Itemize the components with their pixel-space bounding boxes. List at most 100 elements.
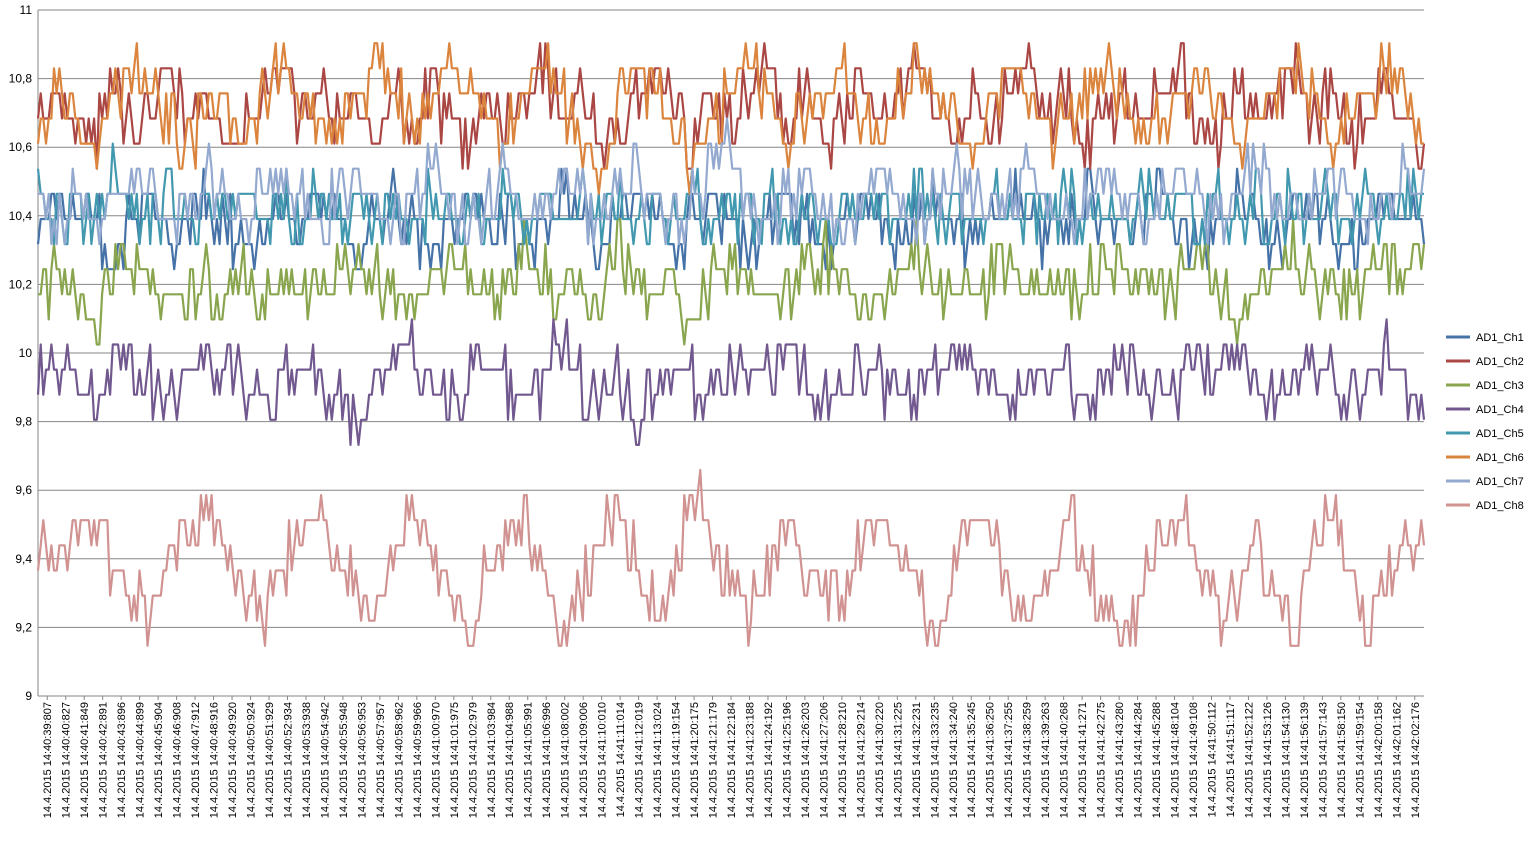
series-line-ad1_ch7 — [38, 117, 1426, 246]
x-tick-label: 14.4.2015 14:41:54:130 — [1280, 702, 1292, 818]
x-tick-label: 14.4.2015 14:41:04:988 — [504, 702, 516, 818]
x-tick-label: 14.4.2015 14:41:36:250 — [985, 702, 997, 818]
series-line-ad1_ch4 — [36, 318, 1426, 446]
plot-area — [36, 42, 1426, 647]
x-tick-label: 14.4.2015 14:42:02:176 — [1410, 702, 1422, 818]
x-tick-label: 14.4.2015 14:40:58:962 — [393, 702, 405, 818]
x-tick-label: 14.4.2015 14:40:43:896 — [116, 702, 128, 818]
x-tick-label: 14.4.2015 14:41:25:196 — [781, 702, 793, 818]
legend-label: AD1_Ch7 — [1476, 476, 1524, 488]
x-tick-label: 14.4.2015 14:40:59:966 — [412, 702, 424, 818]
x-tick-label: 14.4.2015 14:41:51:117 — [1225, 702, 1237, 817]
legend-label: AD1_Ch5 — [1476, 428, 1524, 440]
x-tick-label: 14.4.2015 14:40:57:957 — [375, 702, 387, 818]
x-tick-label: 14.4.2015 14:41:49:108 — [1188, 702, 1200, 818]
x-tick-label: 14.4.2015 14:41:24:192 — [763, 702, 775, 818]
x-tick-label: 14.4.2015 14:41:52:122 — [1243, 702, 1255, 818]
legend-label: AD1_Ch6 — [1476, 452, 1524, 464]
x-tick-label: 14.4.2015 14:41:00:970 — [430, 702, 442, 818]
legend: AD1_Ch1 AD1_Ch2 AD1_Ch3 AD1_Ch4 AD1_Ch5 AD1_C… — [1446, 332, 1524, 512]
x-tick-label: 14.4.2015 14:40:48:916 — [209, 702, 221, 818]
x-tick-label: 14.4.2015 14:41:10:010 — [597, 702, 609, 818]
x-tick-label: 14.4.2015 14:40:51:929 — [264, 702, 276, 818]
x-tick-label: 14.4.2015 14:41:38:259 — [1022, 702, 1034, 818]
x-tick-label: 14.4.2015 14:41:56:139 — [1299, 702, 1311, 818]
x-tick-label: 14.4.2015 14:41:50:112 — [1206, 702, 1218, 817]
x-tick-label: 14.4.2015 14:41:11:014 — [615, 702, 627, 817]
x-tick-label: 14.4.2015 14:41:02:979 — [467, 702, 479, 818]
x-tick-label: 14.4.2015 14:41:33:235 — [929, 702, 941, 818]
y-tick-label: 10,8 — [9, 72, 33, 86]
x-tick-label: 14.4.2015 14:40:47:912 — [190, 702, 202, 818]
x-tick-label: 14.4.2015 14:40:40:827 — [61, 702, 73, 818]
x-tick-label: 14.4.2015 14:40:49:920 — [227, 702, 239, 818]
x-tick-label: 14.4.2015 14:41:35:245 — [966, 702, 978, 818]
x-tick-label: 14.4.2015 14:41:41:271 — [1077, 702, 1089, 818]
x-tick-label: 14.4.2015 14:40:53:938 — [301, 702, 313, 818]
y-tick-label: 9,4 — [15, 552, 32, 566]
series-line-ad1_ch5 — [36, 142, 1424, 246]
x-tick-label: 14.4.2015 14:41:22:184 — [726, 702, 738, 818]
series-line-ad1_ch8 — [36, 468, 1426, 647]
x-tick-label: 14.4.2015 14:40:46:908 — [172, 702, 184, 818]
x-tick-label: 14.4.2015 14:41:23:188 — [744, 702, 756, 818]
series-line-ad1_ch6 — [36, 42, 1424, 195]
x-tick-label: 14.4.2015 14:41:34:240 — [948, 702, 960, 818]
legend-label: AD1_Ch4 — [1476, 404, 1524, 416]
x-tick-label: 14.4.2015 14:41:20:175 — [689, 702, 701, 818]
x-tick-label: 14.4.2015 14:41:42:275 — [1096, 702, 1108, 818]
x-tick-label: 14.4.2015 14:40:50:924 — [246, 702, 258, 818]
x-tick-label: 14.4.2015 14:41:01:975 — [449, 702, 461, 818]
x-tick-label: 14.4.2015 14:40:55:948 — [338, 702, 350, 818]
y-tick-label: 9,8 — [15, 415, 32, 429]
x-tick-label: 14.4.2015 14:41:30:220 — [874, 702, 886, 818]
x-tick-label: 14.4.2015 14:41:59:154 — [1354, 702, 1366, 818]
x-tick-label: 14.4.2015 14:41:06:996 — [541, 702, 553, 818]
x-tick-label: 14.4.2015 14:41:26:203 — [800, 702, 812, 818]
x-tick-label: 14.4.2015 14:41:39:263 — [1040, 702, 1052, 818]
x-tick-label: 14.4.2015 14:41:40:268 — [1059, 702, 1071, 818]
y-tick-label: 9 — [25, 689, 32, 703]
x-tick-label: 14.4.2015 14:41:09:006 — [578, 702, 590, 818]
x-tick-label: 14.4.2015 14:40:42:891 — [98, 702, 110, 818]
y-axis: 9 9,2 9,4 9,6 9,8 10 10,2 10,4 10,6 10,8 11 — [9, 3, 39, 703]
x-tick-label: 14.4.2015 14:41:03:984 — [486, 702, 498, 818]
x-tick-label: 14.4.2015 14:41:58:150 — [1336, 702, 1348, 818]
legend-label: AD1_Ch8 — [1476, 500, 1524, 512]
x-tick-label: 14.4.2015 14:41:05:991 — [523, 702, 535, 818]
x-axis: 14.4.2015 14:40:39:807 14.4.2015 14:40:40… — [38, 695, 1424, 818]
x-tick-label: 14.4.2015 14:40:52:934 — [282, 702, 294, 818]
x-tick-label: 14.4.2015 14:41:29:214 — [855, 702, 867, 818]
y-tick-label: 9,6 — [15, 483, 32, 497]
y-tick-label: 11 — [20, 3, 33, 17]
x-tick-label: 14.4.2015 14:40:41:849 — [79, 702, 91, 818]
y-tick-label: 10,4 — [9, 209, 33, 223]
x-tick-label: 14.4.2015 14:41:12:019 — [634, 702, 646, 818]
y-tick-label: 9,2 — [15, 620, 32, 634]
y-tick-label: 10,6 — [9, 140, 33, 154]
series-line-ad1_ch3 — [38, 217, 1426, 346]
legend-label: AD1_Ch1 — [1476, 332, 1524, 344]
x-tick-label: 14.4.2015 14:41:21:179 — [708, 702, 720, 818]
x-tick-label: 14.4.2015 14:41:27:206 — [818, 702, 830, 818]
x-tick-label: 14.4.2015 14:41:44:284 — [1133, 702, 1145, 818]
x-tick-label: 14.4.2015 14:41:57:143 — [1317, 702, 1329, 818]
x-tick-label: 14.4.2015 14:41:43:280 — [1114, 702, 1126, 818]
x-tick-label: 14.4.2015 14:40:39:807 — [42, 702, 54, 818]
series-line-ad1_ch2 — [36, 42, 1426, 170]
x-tick-label: 14.4.2015 14:42:01:162 — [1391, 702, 1403, 818]
x-tick-label: 14.4.2015 14:41:19:154 — [671, 702, 683, 818]
x-tick-label: 14.4.2015 14:41:53:126 — [1262, 702, 1274, 818]
legend-label: AD1_Ch3 — [1476, 380, 1524, 392]
x-tick-label: 14.4.2015 14:41:32:231 — [911, 702, 923, 818]
x-tick-label: 14.4.2015 14:40:54:942 — [319, 702, 331, 818]
x-tick-label: 14.4.2015 14:41:08:002 — [560, 702, 572, 818]
x-tick-label: 14.4.2015 14:40:56:953 — [356, 702, 368, 818]
y-tick-label: 10 — [19, 346, 33, 360]
x-tick-label: 14.4.2015 14:41:28:210 — [837, 702, 849, 818]
x-tick-label: 14.4.2015 14:40:45:904 — [153, 702, 165, 818]
x-tick-label: 14.4.2015 14:41:48:104 — [1170, 702, 1182, 818]
x-tick-label: 14.4.2015 14:40:44:899 — [135, 702, 147, 818]
x-tick-label: 14.4.2015 14:42:00:158 — [1373, 702, 1385, 818]
